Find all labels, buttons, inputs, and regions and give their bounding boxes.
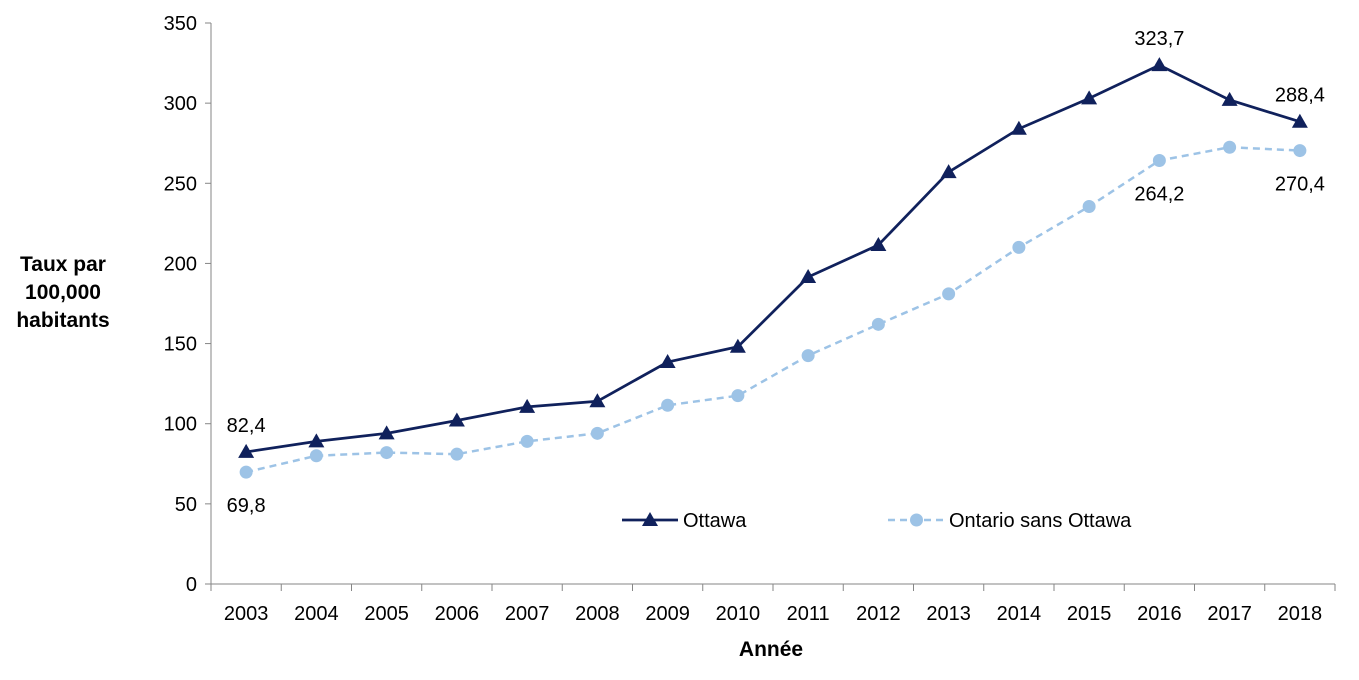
- data-labels: 82,4 323,7 288,4 69,8 264,2 270,4: [227, 28, 1325, 517]
- y-tick-label: 300: [164, 93, 197, 115]
- point-marker: [659, 354, 676, 369]
- series-line: [245, 63, 1301, 454]
- x-tick-label: 2014: [997, 603, 1042, 625]
- point-marker: [942, 287, 956, 301]
- y-tick-label: 200: [164, 253, 197, 275]
- legend-item: Ottawa: [622, 510, 747, 532]
- y-tick-label: 50: [175, 494, 197, 516]
- x-tick-label: 2016: [1137, 603, 1182, 625]
- series-ottawa: [238, 57, 1308, 458]
- data-label: 323,7: [1134, 28, 1184, 50]
- series-ontario-sans-ottawa: [239, 140, 1307, 479]
- point-marker: [1221, 91, 1238, 106]
- x-tick-label: 2010: [716, 603, 761, 625]
- point-marker: [1081, 90, 1098, 105]
- data-label: 288,4: [1275, 85, 1325, 107]
- y-axis-title-line: 100,000: [25, 281, 101, 304]
- data-label: 270,4: [1275, 174, 1325, 196]
- point-marker: [1082, 200, 1096, 214]
- legend: Ottawa Ontario sans Ottawa: [622, 510, 1132, 532]
- x-axis-title: Année: [739, 638, 803, 661]
- y-axis-title-line: habitants: [16, 309, 109, 332]
- x-tick-label: 2004: [294, 603, 339, 625]
- point-marker: [378, 425, 395, 440]
- point-marker: [801, 349, 815, 363]
- y-tick-label: 350: [164, 13, 197, 35]
- point-marker: [940, 164, 957, 179]
- point-marker: [642, 512, 658, 526]
- data-label: 264,2: [1134, 184, 1184, 206]
- y-tick-label: 100: [164, 414, 197, 436]
- x-tick-label: 2011: [787, 603, 830, 625]
- x-tick-label: 2006: [435, 603, 480, 625]
- legend-label: Ontario sans Ottawa: [949, 510, 1132, 532]
- point-marker: [1291, 113, 1308, 128]
- legend-item: Ontario sans Ottawa: [888, 510, 1132, 532]
- point-marker: [448, 412, 465, 427]
- y-axis-title-line: Taux par: [20, 253, 106, 276]
- point-marker: [380, 446, 394, 460]
- x-tick-label: 2018: [1278, 603, 1323, 625]
- point-marker: [238, 443, 255, 458]
- x-tick-label: 2009: [645, 603, 690, 625]
- point-marker: [729, 338, 746, 353]
- point-marker: [1223, 140, 1237, 154]
- point-marker: [308, 433, 325, 448]
- point-marker: [871, 317, 885, 331]
- point-marker: [800, 269, 817, 284]
- x-tick-label: 2013: [926, 603, 971, 625]
- x-tick-label: 2007: [505, 603, 550, 625]
- point-marker: [910, 513, 923, 527]
- point-marker: [661, 398, 675, 412]
- x-tick-label: 2015: [1067, 603, 1112, 625]
- point-marker: [870, 236, 887, 251]
- point-marker: [590, 426, 604, 440]
- point-marker: [450, 447, 464, 461]
- point-marker: [731, 389, 745, 403]
- x-tick-label: 2005: [364, 603, 409, 625]
- point-marker: [589, 393, 606, 408]
- x-tick-label: 2003: [224, 603, 269, 625]
- axes: 0 50 100 150 200 250 300 350 2003 2004 2005 2006 200…: [164, 13, 1336, 625]
- series-line: [245, 145, 1300, 474]
- x-tick-label: 2012: [856, 603, 901, 625]
- point-marker: [239, 465, 253, 479]
- y-tick-label: 150: [164, 334, 197, 356]
- point-marker: [1152, 154, 1166, 168]
- y-tick-label: 250: [164, 173, 197, 195]
- point-marker: [519, 398, 536, 413]
- y-tick-label: 0: [186, 574, 197, 596]
- x-tick-label: 2008: [575, 603, 620, 625]
- point-marker: [1293, 144, 1307, 158]
- data-label: 69,8: [227, 495, 266, 517]
- legend-label: Ottawa: [683, 510, 747, 532]
- series-layer: [238, 57, 1308, 479]
- y-axis-title: Taux par 100,000 habitants: [16, 253, 109, 332]
- point-marker: [1012, 240, 1026, 254]
- point-marker: [309, 449, 323, 463]
- data-label: 82,4: [227, 415, 266, 437]
- x-tick-label: 2017: [1207, 603, 1252, 625]
- point-marker: [520, 434, 534, 448]
- point-marker: [1151, 57, 1168, 72]
- point-marker: [1010, 120, 1027, 135]
